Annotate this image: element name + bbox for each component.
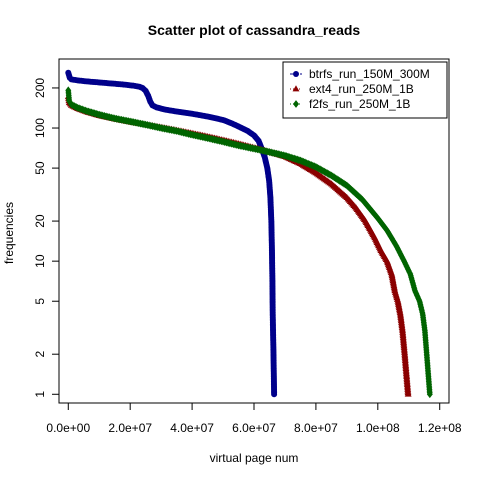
x-tick-label-6: 1.2e+08: [418, 421, 462, 435]
series-line-0: [67, 72, 275, 395]
legend-marker-2: [293, 100, 299, 108]
x-tick-label-2: 4.0e+07: [170, 421, 214, 435]
series-1-point-301: [404, 390, 412, 397]
series-2-point-316: [426, 390, 433, 399]
x-tick-label-3: 6.0e+07: [232, 421, 276, 435]
x-tick-label-0: 0.0e+00: [46, 421, 90, 435]
y-axis-label: frequencies: [2, 202, 16, 264]
x-axis: 0.0e+00 2.0e+07 4.0e+07 6.0e+07 8.0e+07 1.0e+…: [46, 402, 462, 435]
legend-marker-0: [293, 71, 299, 77]
x-axis-label: virtual page num: [210, 451, 299, 465]
y-tick-label-4: 20: [33, 214, 47, 228]
series-1: [64, 92, 412, 397]
x-tick-label-4: 8.0e+07: [294, 421, 338, 435]
plot-series: [64, 69, 433, 399]
y-tick-label-5: 50: [33, 161, 47, 175]
series-0: [65, 69, 278, 398]
y-tick-label-3: 10: [33, 254, 47, 268]
y-tick-label-0: 1: [33, 391, 47, 398]
legend-label-2: f2fs_run_250M_1B: [309, 97, 410, 111]
x-tick-label-5: 1.0e+08: [356, 421, 400, 435]
y-axis: 1 2 5 10 20 50 100 200: [33, 78, 60, 398]
y-tick-label-2: 5: [33, 298, 47, 305]
series-2: [65, 86, 433, 399]
y-tick-label-6: 100: [33, 118, 47, 138]
legend: btrfs_run_150M_300Mext4_run_250M_1Bf2fs_…: [282, 61, 448, 119]
y-tick-label-7: 200: [33, 78, 47, 98]
chart-title: Scatter plot of cassandra_reads: [148, 22, 361, 38]
legend-label-0: btrfs_run_150M_300M: [309, 67, 430, 81]
legend-label-1: ext4_run_250M_1B: [309, 82, 414, 96]
legend-box: [282, 61, 448, 119]
legend-marker-1: [292, 85, 300, 92]
series-0-point-272: [271, 391, 278, 398]
y-tick-label-1: 2: [33, 351, 47, 358]
x-tick-label-1: 2.0e+07: [108, 421, 152, 435]
